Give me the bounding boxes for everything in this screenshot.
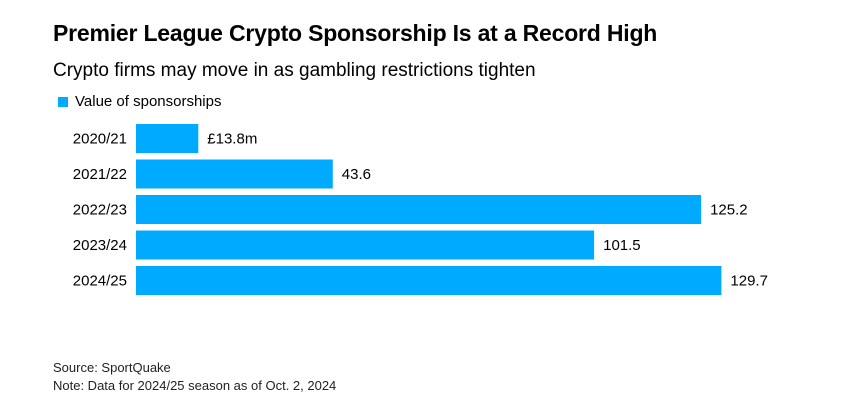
source-note: Source: SportQuake [53,360,171,375]
value-label: £13.8m [207,131,257,148]
value-label: 125.2 [710,202,748,219]
bar [136,230,595,260]
value-label: 43.6 [342,166,371,183]
legend-swatch [58,96,68,107]
chart-subtitle: Crypto firms may move in as gambling res… [53,60,536,81]
value-label: 129.7 [730,273,768,290]
bar [136,195,702,224]
legend-label: Value of sponsorships [75,93,222,110]
footnote: Note: Data for 2024/25 season as of Oct.… [53,378,337,393]
bar [136,159,333,189]
bar [136,266,722,295]
category-label: 2020/21 [73,131,127,148]
category-label: 2024/25 [73,273,127,290]
chart-title: Premier League Crypto Sponsorship Is at … [53,20,658,46]
bar [136,124,199,153]
category-label: 2022/23 [73,202,127,219]
category-label: 2023/24 [73,237,127,254]
category-label: 2021/22 [73,166,127,183]
value-label: 101.5 [603,237,641,254]
legend: Value of sponsorships [58,93,221,110]
